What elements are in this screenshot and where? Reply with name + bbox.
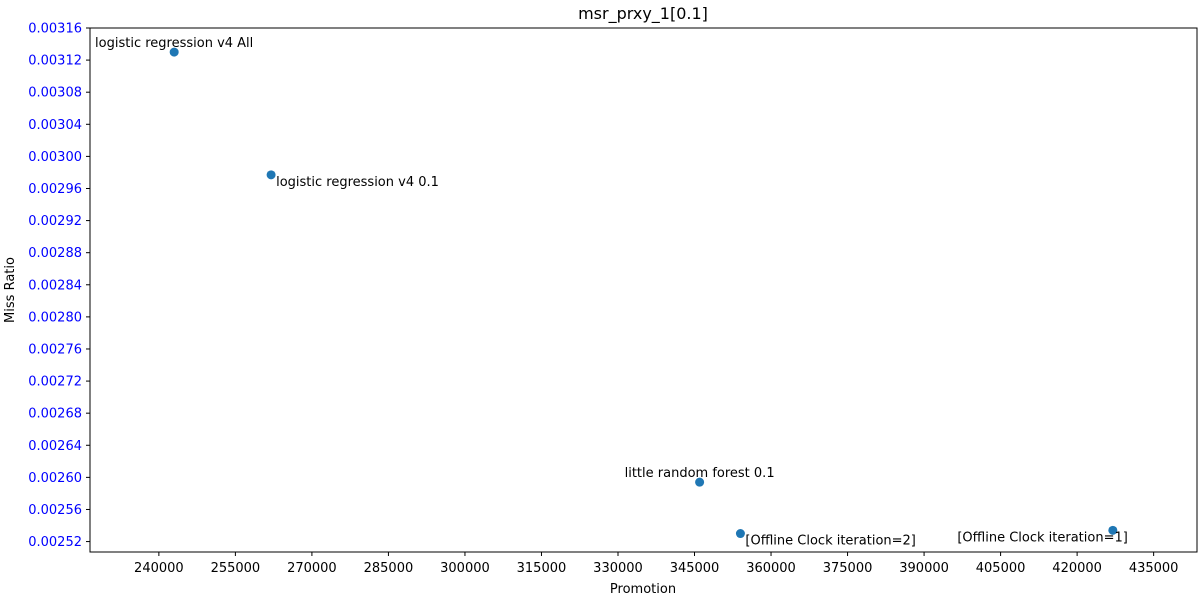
- ticks-layer: 240000 255000 270000 285000 300000 315000 3300…: [28, 22, 1178, 577]
- y-tick-label: 0.00264: [28, 439, 82, 454]
- y-tick-label: 0.00288: [28, 246, 82, 261]
- y-tick-label: 0.00284: [28, 278, 82, 293]
- x-tick-label: 285000: [364, 561, 414, 576]
- x-tick-label: 270000: [287, 561, 337, 576]
- x-tick-label: 360000: [746, 561, 796, 576]
- y-tick-label: 0.00280: [28, 310, 82, 325]
- y-tick-label: 0.00308: [28, 86, 82, 101]
- data-point: [695, 477, 705, 487]
- y-tick-label: 0.00300: [28, 150, 82, 165]
- y-tick-label: 0.00316: [28, 22, 82, 37]
- y-tick-label: 0.00256: [28, 503, 82, 518]
- data-point-label: little random forest 0.1: [625, 466, 775, 481]
- x-tick-label: 255000: [211, 561, 261, 576]
- x-tick-label: 240000: [134, 561, 184, 576]
- x-tick-label: 345000: [670, 561, 720, 576]
- y-axis-label: Miss Ratio: [3, 257, 18, 323]
- x-tick-label: 375000: [823, 561, 873, 576]
- plot-frame: [89, 27, 1198, 553]
- data-point: [735, 529, 745, 539]
- x-tick-label: 420000: [1052, 561, 1102, 576]
- data-point: [169, 47, 179, 57]
- y-tick-label: 0.00268: [28, 407, 82, 422]
- chart-title: msr_prxy_1[0.1]: [578, 4, 708, 24]
- data-point-label: logistic regression v4 0.1: [276, 175, 439, 190]
- y-tick-label: 0.00312: [28, 54, 82, 69]
- data-point-label: [Offline Clock iteration=1]: [957, 530, 1127, 545]
- data-point-label: [Offline Clock iteration=2]: [745, 534, 915, 549]
- x-tick-label: 405000: [976, 561, 1026, 576]
- y-tick-label: 0.00296: [28, 182, 82, 197]
- points-layer: logistic regression v4 All logistic regre…: [95, 36, 1128, 548]
- x-tick-label: 390000: [899, 561, 949, 576]
- x-tick-label: 330000: [593, 561, 643, 576]
- x-tick-label: 300000: [440, 561, 490, 576]
- y-tick-label: 0.00276: [28, 342, 82, 357]
- y-tick-label: 0.00252: [28, 535, 82, 550]
- y-tick-label: 0.00260: [28, 471, 82, 486]
- x-tick-label: 435000: [1129, 561, 1179, 576]
- x-tick-label: 315000: [517, 561, 567, 576]
- data-point: [266, 170, 276, 180]
- data-point: [1108, 525, 1118, 535]
- data-point-label: logistic regression v4 All: [95, 36, 253, 51]
- y-tick-label: 0.00272: [28, 375, 82, 390]
- x-axis-label: Promotion: [610, 582, 676, 597]
- y-tick-label: 0.00304: [28, 118, 82, 133]
- y-tick-label: 0.00292: [28, 214, 82, 229]
